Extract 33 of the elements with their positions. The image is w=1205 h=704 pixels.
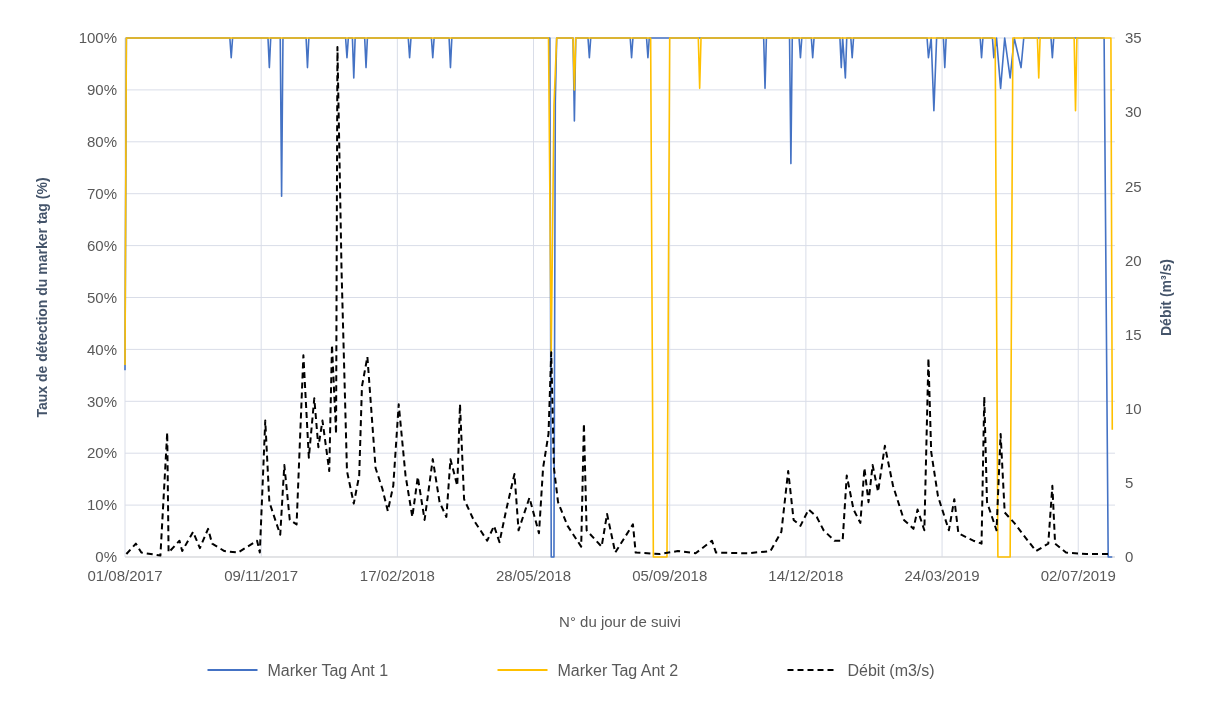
y-tick-label: 60%	[86, 236, 117, 254]
x-tick-label: 01/08/2017	[87, 567, 163, 584]
x-tick-label: 24/03/2019	[904, 567, 980, 584]
x-tick-label: 05/09/2018	[632, 567, 708, 584]
y-tick-label: 70%	[86, 184, 117, 202]
legend-label: Marker Tag Ant 2	[557, 661, 679, 679]
x-tick-label: 09/11/2017	[224, 567, 299, 584]
y-tick-label: 20%	[86, 444, 117, 462]
y2-tick-label: 20	[1125, 251, 1142, 269]
y-tick-label: 50%	[86, 288, 117, 306]
x-tick-label: 14/12/2018	[768, 567, 844, 584]
y-tick-label: 100%	[78, 29, 117, 47]
y2-tick-label: 0	[1125, 548, 1134, 566]
y-tick-label: 40%	[86, 340, 117, 358]
y2-tick-label: 10	[1125, 399, 1142, 417]
y2-tick-label: 35	[1125, 29, 1142, 47]
y2-tick-label: 5	[1125, 474, 1134, 492]
x-tick-label: 17/02/2018	[359, 567, 435, 584]
y-tick-label: 90%	[86, 81, 117, 99]
y2-tick-label: 25	[1125, 177, 1142, 195]
x-axis-title: N° du jour de suivi	[559, 613, 681, 630]
y2-tick-label: 15	[1125, 325, 1142, 343]
legend-label: Débit (m3/s)	[847, 661, 935, 679]
y2-axis-title: Débit (m³/s)	[1158, 259, 1174, 336]
y-axis-title: Taux de détection du marker tag (%)	[34, 177, 50, 418]
y-tick-label: 80%	[86, 133, 117, 151]
y-tick-label: 10%	[86, 496, 117, 514]
y-tick-label: 0%	[95, 548, 117, 566]
legend-label: Marker Tag Ant 1	[267, 661, 389, 679]
y2-tick-label: 30	[1125, 103, 1142, 121]
x-tick-label: 28/05/2018	[495, 567, 572, 584]
y-tick-label: 30%	[86, 392, 117, 410]
x-tick-label: 02/07/2019	[1040, 567, 1116, 584]
